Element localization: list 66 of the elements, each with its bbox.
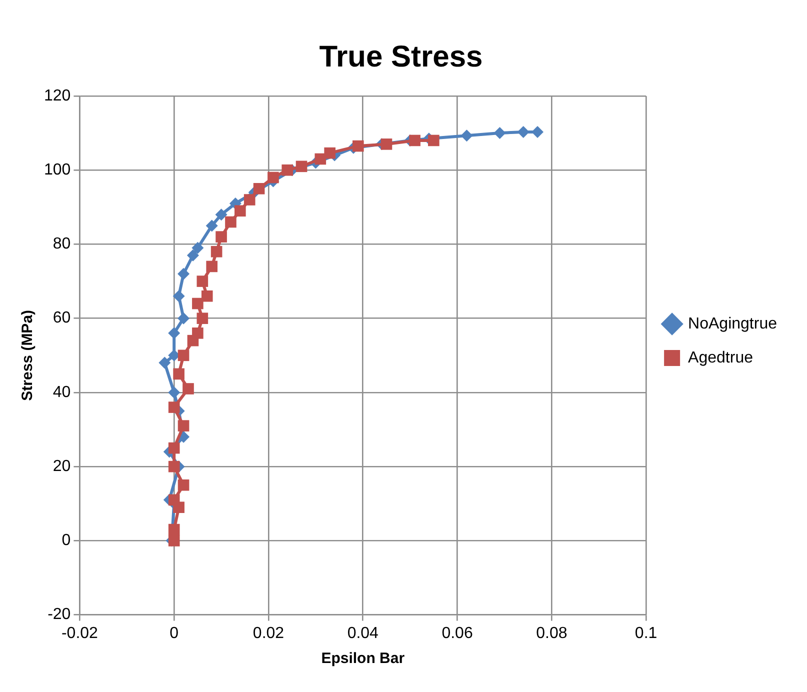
point [178,479,190,491]
point [517,126,530,138]
point [409,134,420,146]
chart-title: True Stress [319,40,483,74]
point [210,246,222,258]
x-tick-label: -0.02 [61,624,98,642]
point [324,147,336,159]
point [192,242,204,254]
point [206,220,218,232]
y-tick-label: 20 [52,458,71,475]
point [182,383,194,394]
y-tick-label: 100 [44,162,71,179]
point [192,298,204,310]
x-tick-label: 0.1 [634,624,658,642]
y-tick-label: 80 [52,236,71,253]
point [215,208,228,221]
point [296,160,308,172]
legend-label: Agedtrue [688,349,754,366]
point [178,420,190,432]
point [192,328,204,339]
x-tick-label: 0.02 [252,624,284,642]
point [314,153,326,165]
point [352,140,364,152]
y-tick-label: 0 [62,532,71,550]
point [428,134,440,146]
point [168,535,180,546]
legend-label: NoAgingtrue [688,315,778,332]
x-tick-label: 0 [170,624,179,642]
point [178,268,190,280]
point [253,182,265,194]
point [158,356,171,369]
point [168,402,180,413]
point [172,290,185,302]
point [216,231,227,242]
point [168,524,180,536]
point [186,249,199,262]
point [282,164,294,176]
y-tick-label: -20 [48,606,71,624]
point [206,260,218,272]
point [168,494,180,506]
point [380,138,392,150]
point [178,350,190,362]
y-tick-label: 60 [52,310,71,327]
x-tick-label: 0.06 [442,624,473,642]
point [494,127,506,140]
point [168,442,180,454]
point [234,205,246,217]
point [196,276,208,287]
y-tick-label: 120 [44,87,71,104]
point [201,290,213,302]
point [225,216,236,228]
point [196,312,208,324]
x-tick-label: 0.04 [347,624,379,642]
point [268,172,279,184]
point [168,327,180,340]
point [460,130,473,142]
x-tick-label: 0.08 [536,624,568,642]
y-tick-label: 40 [52,384,71,401]
point [168,460,180,472]
point [173,368,184,380]
x-axis-title: Epsilon Bar [321,650,405,668]
point [244,194,256,206]
y-axis-title: Stress (MPa) [19,310,36,401]
point [532,126,544,138]
point [178,312,190,324]
point [168,386,180,398]
